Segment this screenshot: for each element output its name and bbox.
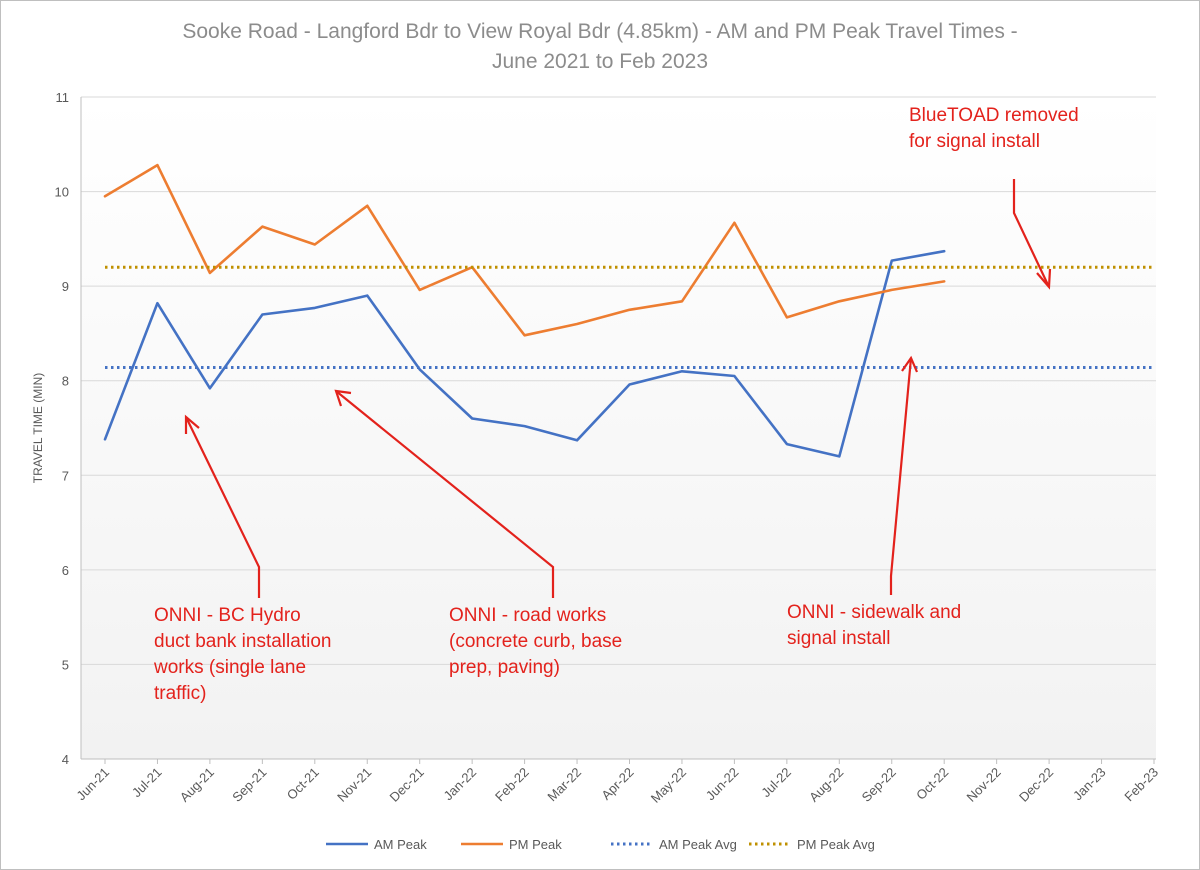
y-tick-label: 8 xyxy=(62,374,69,389)
annotation-line: (concrete curb, base xyxy=(449,631,622,652)
y-axis-ticks: 4 5 6 7 8 9 10 11 xyxy=(55,90,69,767)
x-tick-label: Nov-22 xyxy=(964,765,1004,805)
x-tick-label: Jun-22 xyxy=(703,765,742,804)
x-tick-label: Jul-22 xyxy=(758,765,794,801)
chart-title-line-1: Sooke Road - Langford Bdr to View Royal … xyxy=(182,20,1017,43)
annotation-line: prep, paving) xyxy=(449,657,560,678)
x-axis-ticks: Jun-21 Jul-21 Aug-21 Sep-21 Oct-21 Nov-21 Dec-… xyxy=(73,759,1161,806)
y-tick-label: 9 xyxy=(62,279,69,294)
legend: AM Peak PM Peak AM Peak Avg PM Peak Avg xyxy=(326,837,875,852)
legend-label-am-peak: AM Peak xyxy=(374,837,427,852)
x-tick-label: Jan-23 xyxy=(1070,765,1109,804)
y-tick-label: 7 xyxy=(62,468,69,483)
legend-label-am-peak-avg: AM Peak Avg xyxy=(659,837,737,852)
y-tick-label: 11 xyxy=(56,90,70,105)
legend-label-pm-peak: PM Peak xyxy=(509,837,562,852)
annotation-line: ONNI - sidewalk and xyxy=(787,602,961,623)
chart-title-line-2: June 2021 to Feb 2023 xyxy=(492,50,708,73)
x-tick-label: Apr-22 xyxy=(598,765,636,803)
annotation-arrows xyxy=(184,179,1052,598)
annotation-road-works: ONNI - road works (concrete curb, base p… xyxy=(449,605,622,678)
x-tick-label: Oct-21 xyxy=(284,765,322,803)
arrow-bc-hydro xyxy=(185,416,261,598)
annotation-bluetoad: BlueTOAD removed for signal install xyxy=(909,105,1079,152)
x-tick-label: Dec-22 xyxy=(1016,765,1056,805)
annotation-line: signal install xyxy=(787,628,891,649)
y-tick-label: 6 xyxy=(62,563,69,578)
x-tick-label: Jun-21 xyxy=(73,765,112,804)
legend-label-pm-peak-avg: PM Peak Avg xyxy=(797,837,875,852)
pm-peak-line xyxy=(103,163,946,337)
x-tick-label: Mar-22 xyxy=(544,765,584,805)
annotation-line: duct bank installation xyxy=(154,631,331,652)
x-tick-label: Feb-22 xyxy=(492,765,532,805)
y-tick-label: 10 xyxy=(55,185,69,200)
x-tick-label: Sep-21 xyxy=(229,765,269,805)
arrow-road-works-head xyxy=(334,389,352,407)
x-tick-label: Jul-21 xyxy=(129,765,165,801)
annotation-line: BlueTOAD removed xyxy=(909,105,1079,126)
annotation-line: works (single lane xyxy=(153,657,306,678)
arrow-sidewalk xyxy=(889,357,913,595)
x-tick-label: Feb-23 xyxy=(1121,765,1161,805)
x-tick-label: Sep-22 xyxy=(859,765,899,805)
arrow-bluetoad xyxy=(1012,179,1050,288)
annotation-sidewalk: ONNI - sidewalk and signal install xyxy=(787,602,961,649)
x-tick-label: May-22 xyxy=(648,765,689,806)
x-tick-label: Oct-22 xyxy=(913,765,951,803)
annotation-line: for signal install xyxy=(909,131,1040,152)
arrow-bc-hydro-head xyxy=(184,414,200,434)
y-axis-title: TRAVEL TIME (MIN) xyxy=(31,373,45,483)
gridlines xyxy=(81,96,1156,665)
y-tick-label: 5 xyxy=(62,657,69,672)
x-tick-label: Nov-21 xyxy=(334,765,374,805)
annotation-line: ONNI - BC Hydro xyxy=(154,605,301,626)
annotation-line: traffic) xyxy=(154,683,206,704)
x-tick-label: Aug-22 xyxy=(806,765,846,805)
arrow-sidewalk-head xyxy=(901,355,919,373)
x-tick-label: Aug-21 xyxy=(177,765,217,805)
series xyxy=(103,163,1154,458)
x-tick-label: Dec-21 xyxy=(387,765,427,805)
x-tick-label: Jan-22 xyxy=(441,765,480,804)
plot-area xyxy=(81,97,1156,759)
y-tick-label: 4 xyxy=(62,752,69,767)
annotation-line: ONNI - road works xyxy=(449,605,606,626)
arrow-road-works xyxy=(335,390,555,598)
annotation-bc-hydro: ONNI - BC Hydro duct bank installation w… xyxy=(153,605,331,704)
arrow-bluetoad-head xyxy=(1036,268,1052,290)
